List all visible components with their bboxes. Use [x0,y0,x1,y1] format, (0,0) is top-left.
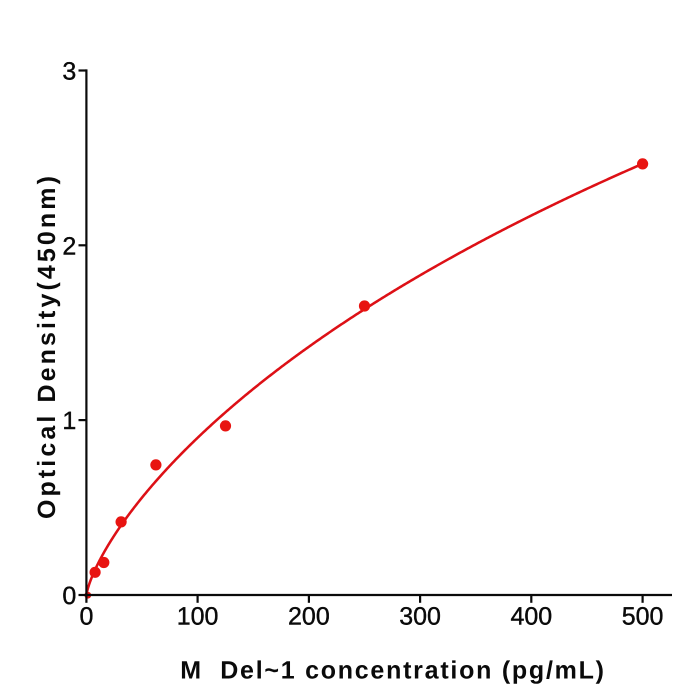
svg-text:100: 100 [177,602,219,630]
svg-text:1: 1 [62,407,76,435]
svg-text:500: 500 [622,602,664,630]
svg-text:2: 2 [62,232,76,260]
svg-text:M Del~1 concentration (pg/mL): M Del~1 concentration (pg/mL) [180,656,605,684]
svg-text:400: 400 [510,602,552,630]
svg-text:Optical Density(450nm): Optical Density(450nm) [33,173,61,519]
svg-text:0: 0 [79,602,93,630]
svg-text:200: 200 [288,602,330,630]
svg-text:3: 3 [62,58,76,86]
svg-text:0: 0 [62,582,76,610]
svg-text:300: 300 [399,602,441,630]
